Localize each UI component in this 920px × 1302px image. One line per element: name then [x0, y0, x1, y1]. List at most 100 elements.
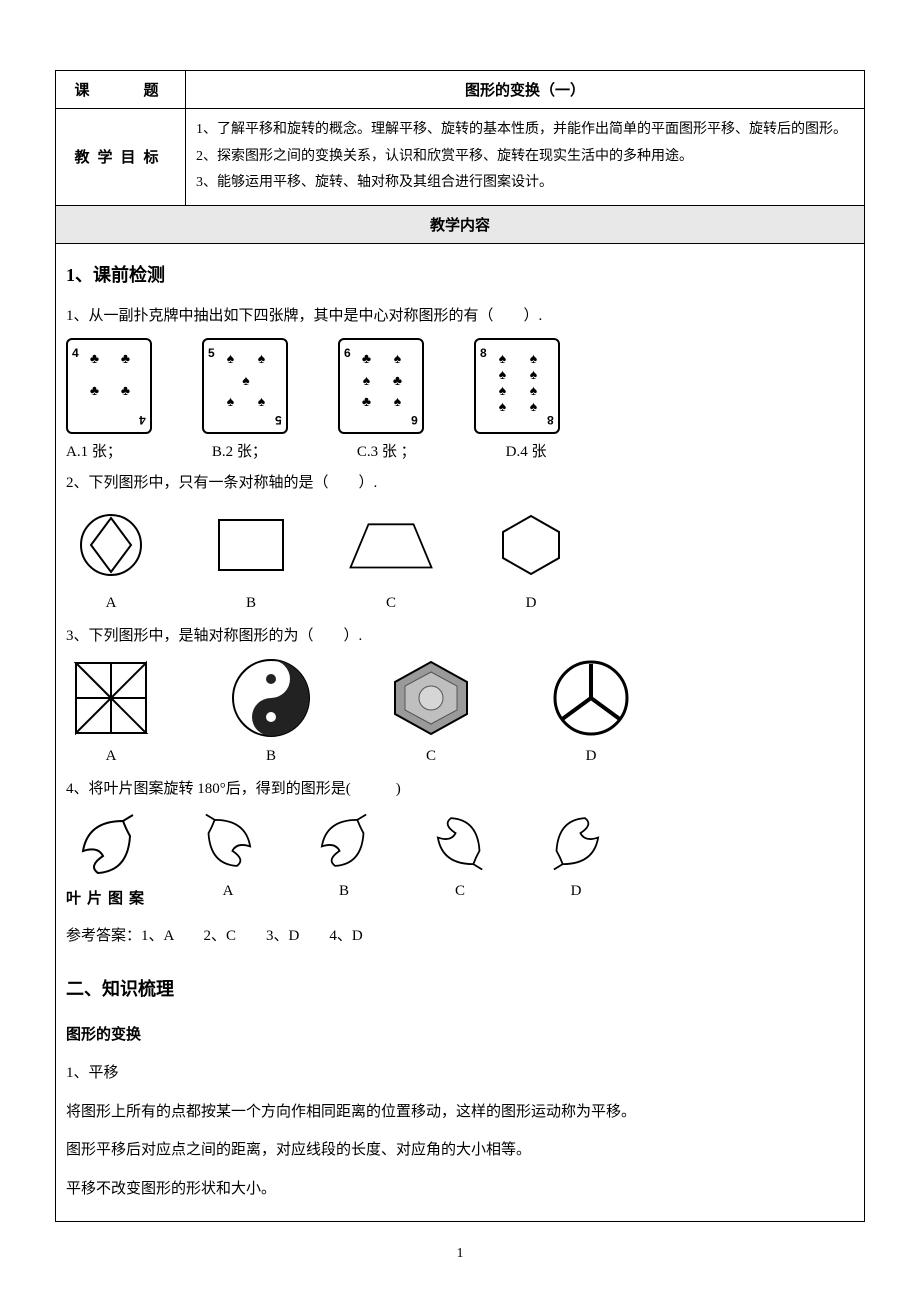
card-4: 4 4	[66, 338, 152, 434]
q2-b: B	[206, 505, 296, 618]
k-p1c: 平移不改变图形的形状和大小。	[66, 1175, 854, 1204]
k-p1-label: 1、平移	[66, 1059, 854, 1088]
objective-1: 1、了解平移和旋转的概念。理解平移、旋转的基本性质，并能作出简单的平面图形平移、…	[196, 117, 854, 144]
pip-icon	[224, 354, 236, 366]
content-header: 教学内容	[56, 205, 865, 243]
card-4-br: 4	[139, 408, 146, 431]
q3-d: D	[546, 658, 636, 771]
answers: 参考答案：1、A 2、C 3、D 4、D	[66, 922, 854, 951]
q4-b-label: B	[339, 877, 349, 906]
q3-c-label: C	[426, 742, 436, 771]
hexagon-icon	[493, 510, 569, 580]
row-topic: 课 题 图形的变换（一）	[56, 71, 865, 109]
q4-d-label: D	[571, 877, 582, 906]
q2-d-shape	[486, 505, 576, 585]
page-root: 课 题 图形的变换（一） 教学目标 1、了解平移和旋转的概念。理解平移、旋转的基…	[0, 0, 920, 1302]
q4-b: B	[306, 811, 382, 906]
pip-icon	[496, 402, 508, 414]
q2-b-shape	[206, 505, 296, 585]
q4-text: 4、将叶片图案旋转 180°后，得到的图形是( )	[66, 775, 854, 804]
q2-d: D	[486, 505, 576, 618]
circle-diamond-icon	[76, 510, 146, 580]
q4-caption: 叶片图案	[66, 885, 150, 914]
q3-c: C	[386, 658, 476, 771]
yin-yang-icon	[229, 656, 313, 740]
card-5-br: 5	[275, 408, 282, 431]
q2-a-shape	[66, 505, 156, 585]
q2-c-shape	[346, 505, 436, 585]
leaf-icon	[68, 811, 148, 881]
k-p1b: 图形平移后对应点之间的距离，对应线段的长度、对应角的大小相等。	[66, 1136, 854, 1165]
pip-icon	[255, 354, 267, 366]
q2-c: C	[346, 505, 436, 618]
q1-opt-d: D.4 张	[506, 438, 547, 467]
card-6: 6 6	[338, 338, 424, 434]
row-objectives: 教学目标 1、了解平移和旋转的概念。理解平移、旋转的基本性质，并能作出简单的平面…	[56, 109, 865, 206]
mercedes-icon	[551, 658, 631, 738]
q2-row: A B	[66, 505, 854, 618]
q2-b-label: B	[246, 589, 256, 618]
pip-icon	[391, 397, 403, 409]
topic-label: 课 题	[56, 71, 186, 109]
card-6-br: 6	[411, 408, 418, 431]
q4-a: A	[190, 811, 266, 906]
q1-opt-c: C.3 张 ；	[357, 438, 416, 467]
q4-original: 叶片图案	[66, 811, 150, 914]
leaf-b-icon	[306, 811, 382, 873]
q4-c-label: C	[455, 877, 465, 906]
q3-a-label: A	[106, 742, 117, 771]
pip-icon	[391, 376, 403, 388]
pinwheel-icon	[71, 658, 151, 738]
q1-opt-b: B.2 张；	[212, 438, 267, 467]
q3-row: A B	[66, 658, 854, 771]
pip-icon	[527, 386, 539, 398]
q3-b-label: B	[266, 742, 276, 771]
pip-icon	[360, 397, 372, 409]
q3-b: B	[226, 658, 316, 771]
leaf-d-icon	[538, 811, 614, 873]
leaf-c-icon	[422, 811, 498, 873]
lesson-table: 课 题 图形的变换（一） 教学目标 1、了解平移和旋转的概念。理解平移、旋转的基…	[55, 70, 865, 1222]
pip-icon	[496, 354, 508, 366]
rectangle-icon	[211, 510, 291, 580]
knowledge-heading: 二、知识梳理	[66, 972, 854, 1006]
objectives-label: 教学目标	[56, 109, 186, 206]
q3-d-shape	[546, 658, 636, 738]
q2-a: A	[66, 505, 156, 618]
q1-cards-row: 4 4 5 5	[66, 338, 854, 434]
q4-d: D	[538, 811, 614, 906]
pip-icon	[527, 354, 539, 366]
pip-icon	[119, 354, 131, 366]
pip-icon	[391, 354, 403, 366]
q2-a-label: A	[106, 589, 117, 618]
trapezoid-icon	[346, 510, 436, 580]
q1-opt-a: A.1 张；	[66, 438, 122, 467]
pretest-heading: 1、课前检测	[66, 258, 854, 292]
pip-icon	[527, 370, 539, 382]
content-body: 1、课前检测 1、从一副扑克牌中抽出如下四张牌，其中是中心对称图形的有（ ）. …	[56, 243, 865, 1221]
hex-badge-icon	[388, 658, 474, 738]
leaf-a-icon	[190, 811, 266, 873]
k-p1a: 将图形上所有的点都按某一个方向作相同距离的位置移动，这样的图形运动称为平移。	[66, 1098, 854, 1127]
row-content-body: 1、课前检测 1、从一副扑克牌中抽出如下四张牌，其中是中心对称图形的有（ ）. …	[56, 243, 865, 1221]
knowledge-sub: 图形的变换	[66, 1021, 854, 1050]
q4-row: 叶片图案 A	[66, 811, 854, 914]
q4-a-label: A	[223, 877, 234, 906]
card-5: 5 5	[202, 338, 288, 434]
pip-icon	[496, 386, 508, 398]
pip-icon	[88, 354, 100, 366]
q3-text: 3、下列图形中，是轴对称图形的为（ ）.	[66, 622, 854, 651]
q1-text: 1、从一副扑克牌中抽出如下四张牌，其中是中心对称图形的有（ ）.	[66, 302, 854, 331]
topic-title: 图形的变换（一）	[186, 71, 865, 109]
objective-2: 2、探索图形之间的变换关系，认识和欣赏平移、旋转在现实生活中的多种用途。	[196, 144, 854, 171]
pip-icon	[255, 397, 267, 409]
pip-icon	[88, 386, 100, 398]
page-number: 1	[55, 1246, 865, 1262]
objectives-content: 1、了解平移和旋转的概念。理解平移、旋转的基本性质，并能作出简单的平面图形平移、…	[186, 109, 865, 206]
q2-d-label: D	[526, 589, 537, 618]
objective-3: 3、能够运用平移、旋转、轴对称及其组合进行图案设计。	[196, 170, 854, 197]
pip-icon	[239, 376, 251, 388]
card-8: 8 8	[474, 338, 560, 434]
card-8-br: 8	[547, 408, 554, 431]
q3-d-label: D	[586, 742, 597, 771]
